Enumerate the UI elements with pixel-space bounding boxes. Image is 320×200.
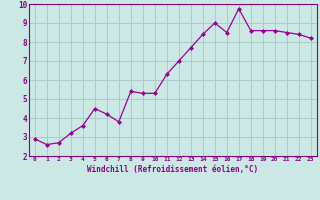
- X-axis label: Windchill (Refroidissement éolien,°C): Windchill (Refroidissement éolien,°C): [87, 165, 258, 174]
